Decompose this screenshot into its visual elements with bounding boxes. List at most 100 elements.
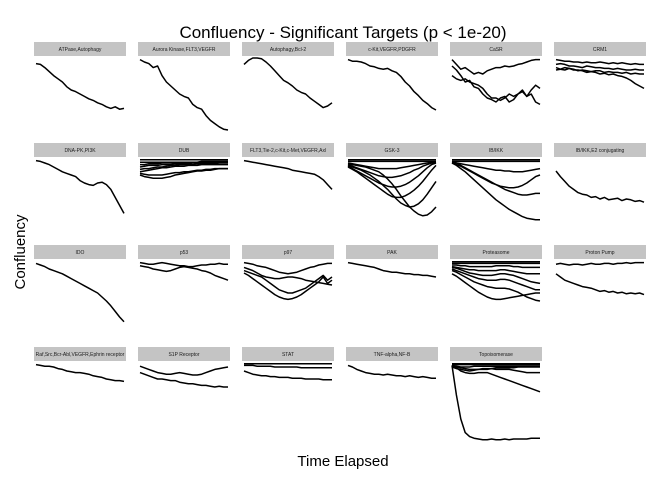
- facet-strip: [346, 245, 438, 259]
- series-line: [139, 261, 228, 268]
- facet-label: p97: [284, 250, 293, 256]
- series-line: [139, 265, 229, 281]
- facet-panel: GSK-3: [346, 143, 438, 217]
- series-line: [35, 62, 125, 110]
- x-axis-title: Time Elapsed: [297, 453, 388, 470]
- series-line: [139, 167, 228, 179]
- series-line: [35, 262, 125, 323]
- facet-panel: IDO: [34, 245, 126, 323]
- facet-strip: [138, 245, 230, 259]
- facet-label: p53: [180, 250, 189, 256]
- facet-panel: CRM1: [554, 42, 646, 90]
- series-line: [451, 366, 540, 374]
- series-line: [451, 268, 540, 291]
- series-line: [347, 161, 437, 179]
- series-line: [347, 261, 437, 278]
- series-line: [243, 261, 332, 275]
- facet-label: Aurora Kinase,FLT3,VEGFR: [153, 47, 216, 53]
- facet-strip: [450, 42, 542, 56]
- facet-strip: [346, 347, 438, 361]
- series-line: [451, 273, 540, 301]
- series-line: [555, 58, 644, 66]
- facet-strip: [450, 245, 542, 259]
- series-line: [452, 264, 540, 269]
- series-line: [140, 160, 228, 166]
- chart-title: Confluency - Significant Targets (p < 1e…: [179, 23, 506, 42]
- facet-panel: DUB: [138, 143, 230, 179]
- facet-strip: [554, 42, 646, 56]
- facet-strip: [450, 143, 542, 157]
- facet-label: PAK: [387, 250, 397, 256]
- series-line: [555, 261, 644, 266]
- series-line: [243, 57, 333, 109]
- series-line: [139, 371, 228, 388]
- series-line: [347, 162, 437, 188]
- facet-label: Topoisomerase: [479, 352, 513, 358]
- facet-label: IDO: [76, 250, 85, 256]
- facet-strip: [346, 42, 438, 56]
- facet-panel: Raf,Src,Bcr-Abl,VEGFR,Ephrin receptor: [34, 347, 126, 383]
- facet-panel: FLT3,Tie-2,c-Kit,c-Met,VEGFR,Axl: [242, 143, 334, 190]
- facet-label: DNA-PK,PI3K: [64, 148, 96, 154]
- facet-panel: p97: [242, 245, 334, 301]
- series-line: [139, 167, 228, 176]
- series-line: [451, 365, 541, 393]
- series-line: [243, 269, 333, 294]
- facet-panel: CaSR: [450, 42, 542, 106]
- series-line: [555, 62, 644, 71]
- facet-panel: Autophagy,Bcl-2: [242, 42, 334, 109]
- facet-label: S1P Receptor: [168, 352, 199, 358]
- facet-panel: ATPase,Autophagy: [34, 42, 126, 110]
- facet-panel: STAT: [242, 347, 334, 381]
- series-line: [451, 265, 540, 275]
- series-line: [555, 170, 645, 203]
- facet-strip: [34, 347, 126, 361]
- facet-strip: [34, 245, 126, 259]
- series-line: [243, 159, 333, 190]
- facet-label: Proton Pump: [585, 250, 614, 256]
- series-line: [451, 162, 540, 221]
- facet-strip: [554, 143, 646, 157]
- facet-panel: S1P Receptor: [138, 347, 230, 388]
- facet-label: Proteasome: [483, 250, 510, 256]
- facet-strip: [138, 42, 230, 56]
- facet-label: Autophagy,Bcl-2: [270, 47, 307, 53]
- series-line: [139, 365, 229, 376]
- facet-strip: [138, 347, 230, 361]
- series-line: [347, 161, 436, 170]
- facet-strip: [554, 245, 646, 259]
- series-line: [35, 159, 125, 214]
- facet-panel: PAK: [346, 245, 438, 278]
- facet-strip: [242, 143, 334, 157]
- facet-strip: [138, 143, 230, 157]
- facet-label: IB/IKK: [489, 148, 504, 154]
- series-line: [451, 161, 541, 173]
- facet-label: DUB: [179, 148, 190, 154]
- series-line: [243, 370, 332, 381]
- series-line: [243, 272, 333, 301]
- facet-label: CaSR: [489, 47, 503, 53]
- facet-strip: [242, 245, 334, 259]
- facet-label: IB/IKK,E2 conjugating: [576, 148, 625, 154]
- facet-strip: [450, 347, 542, 361]
- facet-panel: c-Kit,VEGFR,PDGFR: [346, 42, 438, 111]
- facet-panel: p53: [138, 245, 230, 281]
- series-line: [139, 58, 229, 131]
- series-line: [347, 364, 436, 379]
- series-line: [139, 163, 228, 173]
- series-line: [139, 162, 228, 171]
- series-line: [451, 160, 540, 196]
- facet-label: STAT: [282, 352, 294, 358]
- series-line: [347, 163, 437, 217]
- series-line: [347, 58, 437, 111]
- series-line: [451, 266, 541, 285]
- facet-panel: Proton Pump: [554, 245, 646, 296]
- series-line: [347, 164, 437, 199]
- series-line: [555, 273, 645, 296]
- facet-panel: DNA-PK,PI3K: [34, 143, 126, 214]
- series-line: [451, 364, 540, 368]
- series-line: [555, 66, 645, 90]
- facet-panel: IB/IKK,E2 conjugating: [554, 143, 646, 203]
- facet-label: CRM1: [593, 47, 607, 53]
